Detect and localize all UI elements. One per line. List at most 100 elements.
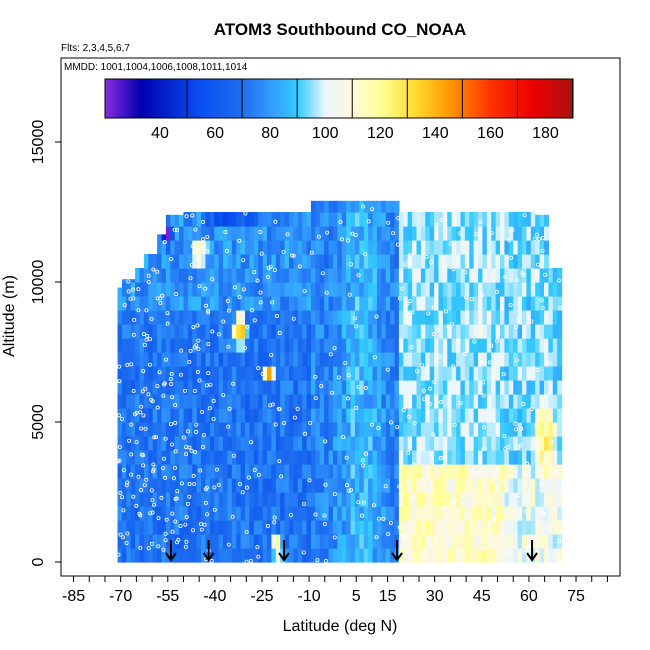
sample-point <box>161 393 166 398</box>
heatmap-cell <box>469 366 475 381</box>
heatmap-cell <box>183 436 189 451</box>
heatmap-cell <box>218 338 224 353</box>
heatmap-cell <box>526 520 532 535</box>
heatmap-cell <box>139 520 145 535</box>
heatmap-cell <box>544 534 549 549</box>
heatmap-cell <box>522 352 528 367</box>
heatmap-cell <box>456 268 462 283</box>
sample-point <box>356 500 361 505</box>
heatmap-cell <box>253 422 259 437</box>
sample-point <box>250 308 255 313</box>
heatmap-cell <box>258 520 264 535</box>
heatmap-cell <box>464 324 470 339</box>
sample-point <box>405 301 410 306</box>
heatmap-cell <box>262 478 268 493</box>
heatmap-cell <box>557 310 563 325</box>
sample-point <box>174 292 179 297</box>
sample-point <box>319 384 324 389</box>
heatmap-cell <box>289 226 294 241</box>
heatmap-cell <box>398 408 404 423</box>
heatmap-cell <box>267 296 273 311</box>
heatmap-cell <box>385 296 391 311</box>
heatmap-cell <box>350 422 356 437</box>
heatmap-cell <box>447 254 453 269</box>
heatmap-cell <box>179 492 185 507</box>
sample-point <box>471 502 476 507</box>
heatmap-cell <box>500 226 506 241</box>
heatmap-cell <box>306 226 312 241</box>
heatmap-cell <box>372 520 378 535</box>
heatmap-cell <box>143 254 149 269</box>
heatmap-cell <box>390 436 396 451</box>
sample-point <box>173 465 178 470</box>
heatmap-cell <box>289 492 294 507</box>
heatmap-cell <box>341 520 347 535</box>
heatmap-cell <box>508 366 514 381</box>
heatmap-cell <box>530 296 536 311</box>
heatmap-cell <box>152 352 158 367</box>
heatmap-cell <box>231 324 237 339</box>
heatmap-cell <box>227 254 233 269</box>
heatmap-cell <box>434 310 440 325</box>
heatmap-cell <box>530 436 536 451</box>
heatmap-cell <box>535 282 541 297</box>
heatmap-cell <box>438 394 444 409</box>
heatmap-cell <box>245 366 251 381</box>
heatmap-cell <box>135 492 141 507</box>
heatmap-cell <box>354 226 360 241</box>
heatmap-cell <box>491 212 497 227</box>
heatmap-cell <box>227 296 233 311</box>
heatmap-cell <box>390 296 396 311</box>
heatmap-cell <box>324 240 330 255</box>
heatmap-cell <box>482 324 488 339</box>
sample-point <box>350 231 355 236</box>
heatmap-cell <box>258 296 264 311</box>
heatmap-cell <box>346 520 352 535</box>
heatmap-cell <box>385 408 391 423</box>
heatmap-cell <box>179 394 185 409</box>
heatmap-cell <box>407 478 413 493</box>
heatmap-cell <box>346 394 352 409</box>
heatmap-cell <box>328 352 334 367</box>
heatmap-cell <box>394 422 400 437</box>
heatmap-cell <box>218 394 224 409</box>
heatmap-cell <box>363 366 369 381</box>
sample-point <box>406 450 411 455</box>
sample-point <box>521 401 526 406</box>
heatmap-cell <box>143 310 149 325</box>
heatmap-cell <box>539 324 545 339</box>
y-tick-label: 15000 <box>30 120 47 165</box>
heatmap-cell <box>223 534 229 549</box>
sample-point <box>265 274 270 279</box>
heatmap-cell <box>267 310 273 325</box>
heatmap-cell <box>473 212 479 227</box>
heatmap-cell <box>302 464 308 479</box>
heatmap-cell <box>376 240 382 255</box>
heatmap-cell <box>214 408 220 423</box>
heatmap-cell <box>508 324 514 339</box>
heatmap-cell <box>482 464 488 479</box>
heatmap-cell <box>350 394 356 409</box>
heatmap-cell <box>513 548 519 563</box>
heatmap-cell <box>434 506 440 521</box>
heatmap-cell <box>535 296 541 311</box>
heatmap-cell <box>319 268 325 283</box>
heatmap-cell <box>557 548 563 563</box>
sample-point <box>129 452 134 457</box>
heatmap-cell <box>478 394 484 409</box>
heatmap-cell <box>469 240 475 255</box>
heatmap-cell <box>310 212 316 227</box>
heatmap-cell <box>552 520 558 535</box>
sample-point <box>307 478 312 483</box>
heatmap-cell <box>192 408 198 423</box>
sample-point <box>126 279 131 284</box>
sample-point <box>431 331 436 336</box>
heatmap-cell <box>390 408 396 423</box>
heatmap-cell <box>552 296 558 311</box>
heatmap-cell <box>539 366 545 381</box>
heatmap-cell <box>289 422 294 437</box>
sample-point <box>452 422 457 427</box>
heatmap-cell <box>385 492 391 507</box>
heatmap-cell <box>187 450 193 465</box>
heatmap-cell <box>363 352 369 367</box>
